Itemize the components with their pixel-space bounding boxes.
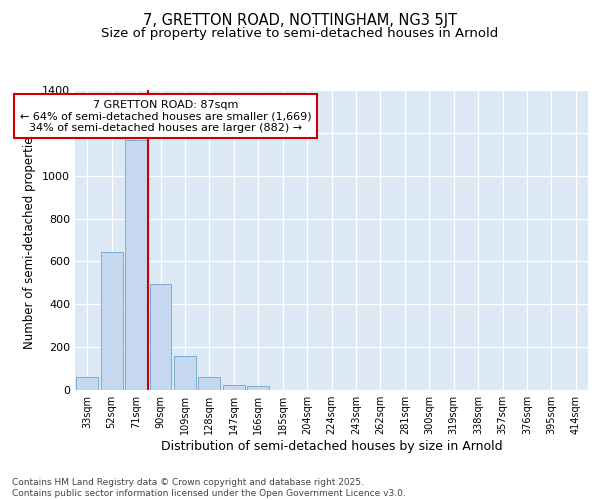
X-axis label: Distribution of semi-detached houses by size in Arnold: Distribution of semi-detached houses by … [161,440,502,453]
Bar [199,377,220,390]
Bar [125,140,147,390]
Text: Contains HM Land Registry data © Crown copyright and database right 2025.
Contai: Contains HM Land Registry data © Crown c… [12,478,406,498]
Text: Size of property relative to semi-detached houses in Arnold: Size of property relative to semi-detach… [101,28,499,40]
Bar [247,386,269,390]
Bar [223,384,245,390]
Bar [174,356,196,390]
Bar [76,377,98,390]
Y-axis label: Number of semi-detached properties: Number of semi-detached properties [23,130,37,350]
Text: 7, GRETTON ROAD, NOTTINGHAM, NG3 5JT: 7, GRETTON ROAD, NOTTINGHAM, NG3 5JT [143,12,457,28]
Bar [149,284,172,390]
Text: 7 GRETTON ROAD: 87sqm
← 64% of semi-detached houses are smaller (1,669)
34% of s: 7 GRETTON ROAD: 87sqm ← 64% of semi-deta… [20,100,311,133]
Bar [101,252,122,390]
